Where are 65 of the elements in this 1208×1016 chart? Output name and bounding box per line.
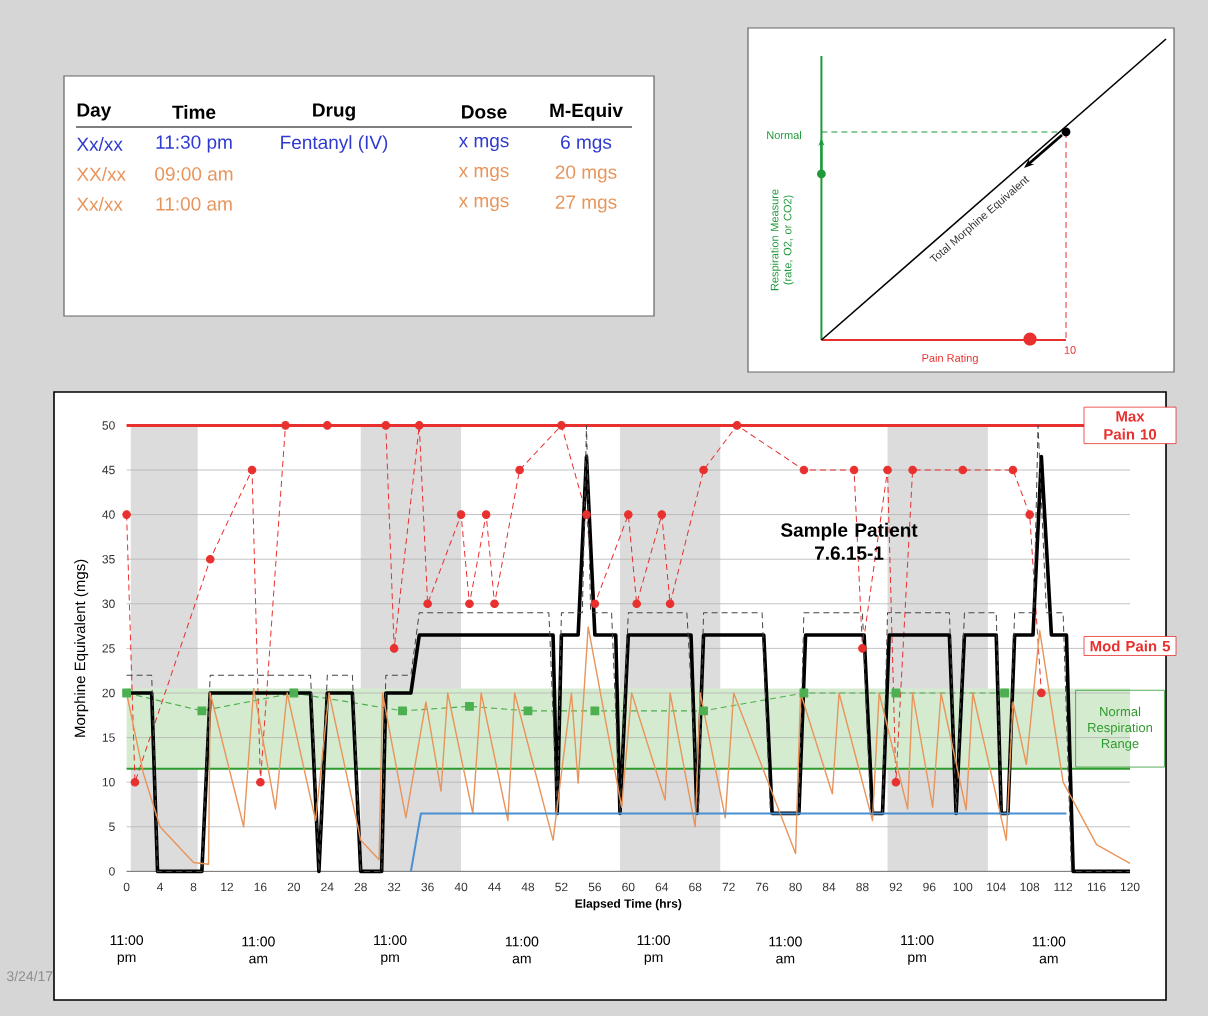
point xyxy=(891,777,901,787)
point xyxy=(465,701,474,711)
point xyxy=(1000,688,1009,698)
point xyxy=(256,777,265,787)
text: 11:00 am xyxy=(156,197,232,211)
point xyxy=(398,706,407,716)
point xyxy=(699,465,708,475)
point xyxy=(523,706,533,716)
category-label: Time xyxy=(172,105,216,119)
text: Fentanyl (IV) xyxy=(281,135,388,153)
text: Sample Patient 7.6.15-1 xyxy=(780,522,918,560)
point xyxy=(1008,465,1018,475)
point xyxy=(958,465,968,475)
point xyxy=(632,599,641,609)
text: 20 mgs xyxy=(555,165,617,183)
point xyxy=(1037,688,1046,698)
point xyxy=(582,510,591,519)
point xyxy=(490,599,499,609)
category-label: Dose xyxy=(462,105,507,119)
point xyxy=(481,510,491,519)
point xyxy=(456,510,466,519)
text: x mgs xyxy=(458,136,509,152)
category-label: Drug xyxy=(313,103,355,121)
text: Xx/xx xyxy=(76,137,123,151)
point xyxy=(858,644,867,653)
point xyxy=(699,706,708,716)
text: x mgs xyxy=(458,166,509,182)
point xyxy=(465,599,474,609)
category-label: M-Equiv xyxy=(550,103,623,121)
point xyxy=(590,706,600,716)
point xyxy=(883,465,892,475)
point xyxy=(908,465,917,475)
point xyxy=(891,688,901,698)
point xyxy=(414,421,424,430)
point xyxy=(389,644,399,653)
point xyxy=(665,599,675,609)
category-label: Day xyxy=(77,103,112,121)
point xyxy=(849,465,859,475)
point xyxy=(122,510,131,519)
point xyxy=(247,465,257,475)
point xyxy=(205,554,215,564)
point xyxy=(289,688,299,698)
point xyxy=(624,510,633,519)
text: 09:00 am xyxy=(155,167,233,181)
text: 6 mgs xyxy=(561,135,612,153)
point xyxy=(732,421,742,430)
text: XX/xx xyxy=(76,167,126,181)
text: 27 mgs xyxy=(555,195,617,213)
point xyxy=(197,706,207,716)
point xyxy=(130,777,140,787)
point xyxy=(515,465,524,475)
text: Xx/xx xyxy=(76,197,123,211)
point xyxy=(423,599,432,609)
text: x mgs xyxy=(458,196,509,212)
point xyxy=(590,599,600,609)
point xyxy=(1025,510,1034,519)
point xyxy=(281,421,290,430)
point xyxy=(557,421,566,430)
point xyxy=(799,465,809,475)
text: 11:30 pm xyxy=(156,135,232,153)
point xyxy=(122,688,131,698)
point xyxy=(322,421,332,430)
point xyxy=(381,421,391,430)
point xyxy=(657,510,667,519)
point xyxy=(799,688,809,698)
